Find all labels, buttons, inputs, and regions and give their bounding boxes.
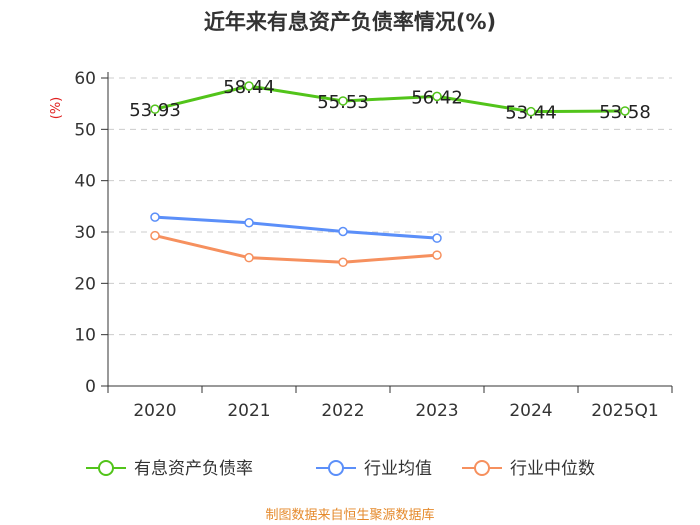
- series-0-point: [244, 81, 254, 91]
- series-1-point: [244, 218, 254, 228]
- series-line-1: [154, 215, 438, 240]
- data-label: 53.44: [505, 103, 557, 124]
- series-2-point: [338, 257, 348, 268]
- data-label: 53.93: [129, 100, 181, 121]
- series-2-point: [244, 252, 254, 263]
- axes: 0 10 20 30 40 50 60 2020 2021 2022 2023 2024 2025Q1: [74, 69, 673, 421]
- legend-label: 有息资产负债率: [134, 459, 253, 479]
- legend-marker: [98, 460, 114, 476]
- legend-label: 行业均值: [364, 459, 432, 479]
- chart-title: 近年来有息资产负债率情况(%): [204, 10, 496, 34]
- y-tick-label: 10: [74, 326, 96, 346]
- data-label: 53.58: [599, 102, 651, 123]
- data-label: 56.42: [411, 87, 463, 108]
- data-label: 55.53: [317, 92, 369, 113]
- series-line-0: [154, 84, 626, 114]
- series-line-2: [154, 234, 438, 264]
- series-0-point: [150, 104, 160, 114]
- series-2-point: [432, 250, 442, 260]
- y-tick-label: 20: [74, 274, 96, 294]
- data-labels: 53.93 58.44 55.53 56.42 53.44 53.58: [129, 77, 651, 124]
- x-tick-label: 2022: [321, 401, 364, 421]
- series-0-point: [620, 106, 630, 116]
- x-tick-label: 2023: [415, 401, 458, 421]
- y-tick-label: 40: [74, 172, 96, 192]
- legend-item-0[interactable]: 有息资产负债率: [86, 459, 253, 479]
- series-0-point: [526, 106, 536, 117]
- x-tick-label: 2024: [509, 401, 552, 421]
- legend: 有息资产负债率 行业均值 行业中位数: [86, 459, 595, 479]
- series-1-point: [432, 233, 442, 243]
- series-0-point: [432, 91, 442, 102]
- series-0-point: [338, 96, 348, 106]
- x-tick-label: 2020: [133, 401, 176, 421]
- y-tick-label: 60: [74, 69, 96, 89]
- y-tick-label: 50: [74, 120, 96, 140]
- y-axis-label: (%): [49, 97, 64, 120]
- legend-label: 行业中位数: [510, 459, 595, 479]
- grid-lines: [108, 77, 672, 336]
- legend-marker: [474, 460, 490, 476]
- source-note: 制图数据来自恒生聚源数据库: [265, 507, 434, 523]
- legend-marker: [328, 460, 344, 476]
- series-1-point: [150, 212, 160, 222]
- series-2-point: [150, 230, 160, 241]
- legend-item-2[interactable]: 行业中位数: [462, 459, 595, 479]
- legend-item-1[interactable]: 行业均值: [316, 459, 432, 479]
- y-tick-label: 30: [74, 223, 96, 243]
- series-1-point: [338, 226, 348, 237]
- x-tick-label: 2021: [227, 401, 270, 421]
- data-label: 58.44: [223, 77, 275, 98]
- series-group: [150, 81, 630, 268]
- y-tick-label: 0: [85, 377, 96, 397]
- x-tick-label: 2025Q1: [591, 401, 658, 421]
